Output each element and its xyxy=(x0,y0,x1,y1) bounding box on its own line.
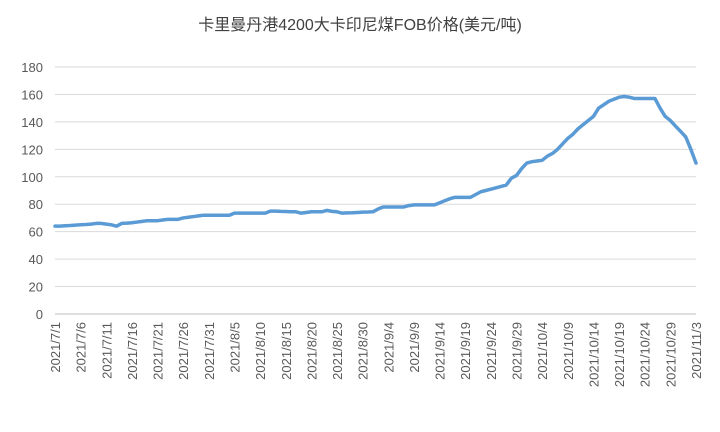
x-tick-label: 2021/7/6 xyxy=(74,322,89,373)
x-tick-label: 2021/9/24 xyxy=(484,322,499,380)
x-tick-label: 2021/8/30 xyxy=(356,322,371,380)
x-tick-label: 2021/10/19 xyxy=(612,322,627,387)
x-tick-label: 2021/8/5 xyxy=(227,322,242,373)
x-tick-label: 2021/7/26 xyxy=(176,322,191,380)
x-tick-label: 2021/10/4 xyxy=(535,322,550,380)
y-tick-label: 140 xyxy=(21,115,43,130)
x-tick-label: 2021/8/10 xyxy=(253,322,268,380)
y-tick-label: 180 xyxy=(21,60,43,75)
y-tick-label: 120 xyxy=(21,142,43,157)
x-tick-label: 2021/7/1 xyxy=(48,322,63,373)
x-tick-label: 2021/9/9 xyxy=(407,322,422,373)
chart-title: 卡里曼丹港4200大卡印尼煤FOB价格(美元/吨) xyxy=(198,16,522,34)
x-tick-label: 2021/7/11 xyxy=(99,322,114,379)
x-tick-label: 2021/9/4 xyxy=(381,322,396,373)
x-tick-label: 2021/10/14 xyxy=(586,322,601,387)
x-tick-label: 2021/8/25 xyxy=(330,322,345,380)
x-tick-label: 2021/8/20 xyxy=(304,322,319,380)
x-tick-label: 2021/9/29 xyxy=(510,322,525,380)
x-tick-label: 2021/10/29 xyxy=(663,322,678,387)
y-tick-label: 60 xyxy=(29,225,43,240)
y-tick-label: 40 xyxy=(29,252,43,267)
x-tick-label: 2021/10/9 xyxy=(561,322,576,380)
x-tick-label: 2021/11/3 xyxy=(689,322,704,379)
y-tick-label: 160 xyxy=(21,87,43,102)
x-tick-label: 2021/7/21 xyxy=(151,322,166,380)
y-tick-label: 20 xyxy=(29,280,43,295)
x-tick-label: 2021/9/14 xyxy=(433,322,448,380)
y-tick-label: 0 xyxy=(36,307,43,322)
x-tick-label: 2021/7/16 xyxy=(125,322,140,380)
x-tick-label: 2021/9/19 xyxy=(458,322,473,380)
y-tick-label: 80 xyxy=(29,197,43,212)
y-tick-label: 100 xyxy=(21,170,43,185)
data-line xyxy=(53,94,698,228)
x-tick-label: 2021/8/15 xyxy=(279,322,294,380)
x-tick-label: 2021/10/24 xyxy=(638,322,653,387)
x-tick-label: 2021/7/31 xyxy=(202,322,217,380)
